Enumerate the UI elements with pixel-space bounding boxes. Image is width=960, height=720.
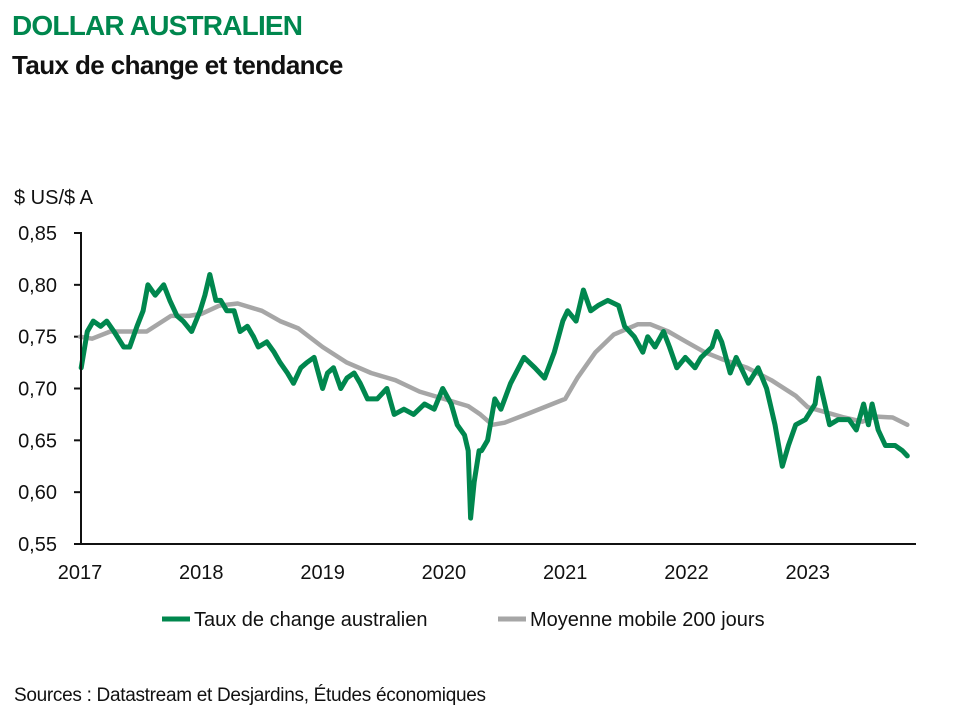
y-axis-label: $ US/$ A bbox=[14, 187, 94, 209]
y-tick-label: 0,80 bbox=[18, 275, 57, 297]
y-tick-label: 0,75 bbox=[18, 327, 57, 349]
y-tick-label: 0,55 bbox=[18, 534, 57, 556]
x-tick-label: 2018 bbox=[179, 562, 224, 584]
x-tick-label: 2017 bbox=[58, 562, 103, 584]
y-tick-label: 0,65 bbox=[18, 430, 57, 452]
series-line-moving-average bbox=[77, 301, 910, 428]
x-tick-label: 2022 bbox=[664, 562, 709, 584]
y-tick-label: 0,60 bbox=[18, 482, 57, 504]
x-tick-label: 2023 bbox=[786, 562, 831, 584]
x-tick-label: 2020 bbox=[422, 562, 467, 584]
x-tick-label: 2021 bbox=[543, 562, 588, 584]
source-note: Sources : Datastream et Desjardins, Étud… bbox=[14, 685, 486, 706]
chart-subtitle: Taux de change et tendance bbox=[12, 50, 343, 80]
legend-label-ma: Moyenne mobile 200 jours bbox=[530, 609, 765, 631]
chart-title: DOLLAR AUSTRALIEN bbox=[12, 10, 303, 41]
x-tick-label: 2019 bbox=[300, 562, 345, 584]
y-tick-label: 0,85 bbox=[18, 223, 57, 245]
series-line-exchange-rate bbox=[78, 272, 910, 521]
legend-label-exchange: Taux de change australien bbox=[194, 609, 428, 631]
y-tick-label: 0,70 bbox=[18, 379, 57, 401]
legend: Taux de change australien Moyenne mobile… bbox=[162, 609, 765, 631]
